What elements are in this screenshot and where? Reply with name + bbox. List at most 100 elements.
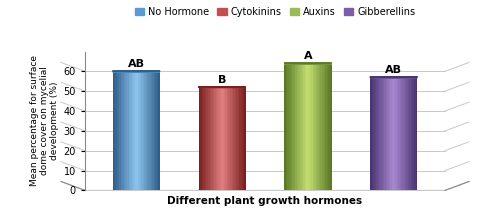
Bar	[211, 87, 213, 190]
Bar	[219, 87, 220, 190]
Bar	[284, 63, 286, 190]
Bar	[144, 71, 146, 190]
Bar	[412, 77, 414, 190]
Bar	[381, 77, 382, 190]
Bar	[404, 77, 406, 190]
Bar	[232, 87, 234, 190]
Bar	[330, 63, 332, 190]
Bar	[222, 87, 224, 190]
Bar	[127, 71, 128, 190]
Bar	[326, 63, 328, 190]
Bar	[392, 77, 394, 190]
Bar	[310, 63, 311, 190]
Bar	[294, 63, 296, 190]
Bar	[373, 77, 375, 190]
Bar	[227, 87, 228, 190]
Bar	[320, 63, 322, 190]
Bar	[288, 63, 289, 190]
Bar	[398, 77, 400, 190]
Bar	[300, 63, 302, 190]
Bar	[389, 77, 390, 190]
Bar	[216, 87, 218, 190]
Legend: No Hormone, Cytokinins, Auxins, Gibberellins: No Hormone, Cytokinins, Auxins, Gibberel…	[132, 5, 418, 19]
Bar	[325, 63, 327, 190]
Text: AB: AB	[385, 65, 402, 75]
Bar	[378, 77, 380, 190]
Bar	[241, 87, 242, 190]
Bar	[408, 77, 410, 190]
Bar	[236, 87, 238, 190]
Bar	[416, 77, 418, 190]
Bar	[158, 71, 160, 190]
Bar	[114, 71, 116, 190]
Bar	[374, 77, 376, 190]
Bar	[240, 87, 241, 190]
Bar	[210, 87, 212, 190]
Bar	[372, 77, 374, 190]
Bar	[306, 63, 308, 190]
Bar	[208, 87, 210, 190]
Bar	[311, 63, 312, 190]
Bar	[242, 87, 244, 190]
Bar	[119, 71, 121, 190]
Bar	[218, 87, 219, 190]
Bar	[290, 63, 292, 190]
Bar	[198, 87, 200, 190]
Bar	[206, 87, 208, 190]
Bar	[126, 71, 127, 190]
Bar	[149, 71, 150, 190]
Bar	[380, 77, 381, 190]
Bar	[135, 71, 136, 190]
Bar	[230, 87, 232, 190]
Bar	[118, 71, 120, 190]
Bar	[403, 77, 404, 190]
Bar	[154, 71, 156, 190]
Text: AB: AB	[128, 59, 145, 69]
Bar	[244, 87, 246, 190]
Bar	[292, 63, 294, 190]
Bar	[386, 77, 388, 190]
Y-axis label: Mean percentage for surface
dome cover on mycelial
development (%): Mean percentage for surface dome cover o…	[30, 56, 60, 186]
Bar	[314, 63, 316, 190]
Bar	[304, 63, 306, 190]
Bar	[411, 77, 412, 190]
Bar	[312, 63, 314, 190]
Bar	[395, 77, 397, 190]
Bar	[410, 77, 411, 190]
Bar	[303, 63, 305, 190]
Bar	[396, 77, 398, 190]
X-axis label: Different plant growth hormones: Different plant growth hormones	[168, 196, 362, 206]
Bar	[134, 71, 135, 190]
Text: A: A	[304, 51, 312, 61]
Bar	[124, 71, 126, 190]
Bar	[120, 71, 122, 190]
Bar	[234, 87, 236, 190]
Bar	[200, 87, 202, 190]
Bar	[202, 87, 203, 190]
Bar	[394, 77, 396, 190]
Bar	[376, 77, 378, 190]
Bar	[146, 71, 148, 190]
Bar	[297, 63, 298, 190]
Bar	[302, 63, 304, 190]
Text: B: B	[218, 75, 226, 85]
Bar	[328, 63, 330, 190]
Bar	[296, 63, 297, 190]
Bar	[308, 63, 310, 190]
Bar	[140, 71, 141, 190]
Bar	[224, 87, 226, 190]
Bar	[370, 77, 372, 190]
Bar	[406, 77, 408, 190]
Bar	[402, 77, 403, 190]
Bar	[212, 87, 214, 190]
Bar	[298, 63, 300, 190]
Bar	[318, 63, 319, 190]
Bar	[132, 71, 134, 190]
Bar	[138, 71, 140, 190]
Bar	[150, 71, 152, 190]
Bar	[319, 63, 320, 190]
Bar	[214, 87, 216, 190]
Bar	[142, 71, 144, 190]
Bar	[226, 87, 227, 190]
Bar	[136, 71, 138, 190]
